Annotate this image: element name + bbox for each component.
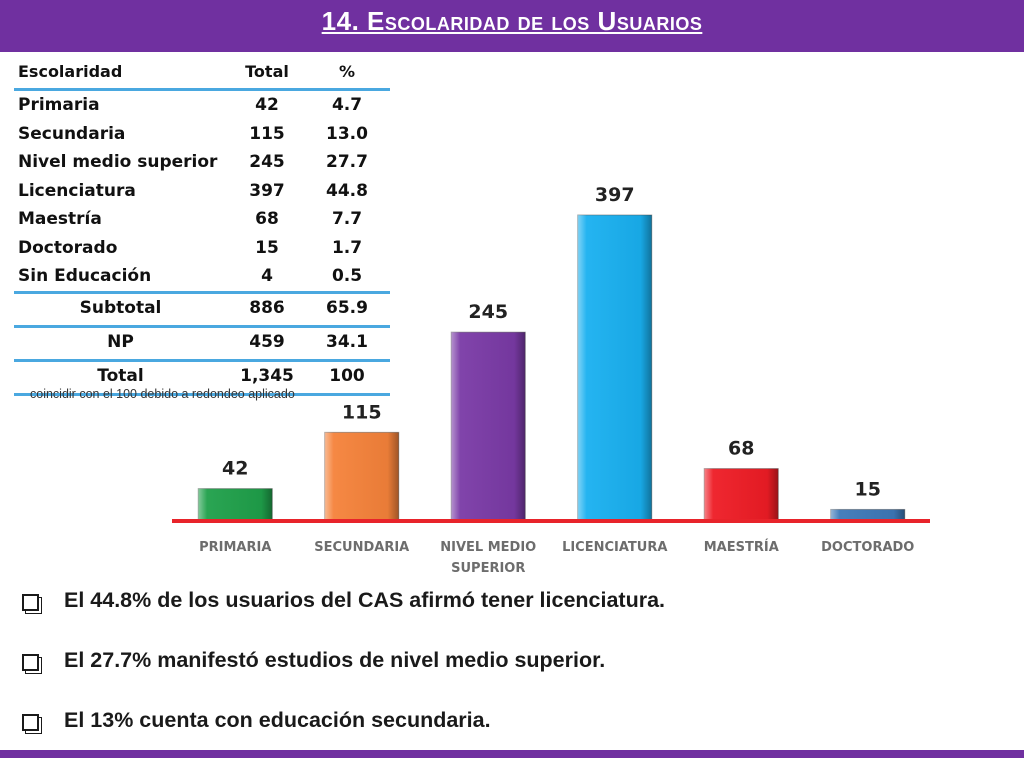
category-label: PRIMARIA bbox=[199, 540, 271, 555]
row-total: 397 bbox=[249, 180, 285, 201]
checkbox-bullet-icon bbox=[22, 714, 39, 731]
table-row: Doctorado 15 1.7 bbox=[14, 234, 390, 263]
category-label: DOCTORADO bbox=[821, 540, 914, 555]
table-row: Sin Educación 4 0.5 bbox=[14, 262, 390, 291]
table-row: Secundaria 115 13.0 bbox=[14, 120, 390, 149]
row-total: 115 bbox=[249, 123, 285, 144]
table-row: Nivel medio superior 245 27.7 bbox=[14, 148, 390, 177]
checkbox-bullet-icon bbox=[22, 654, 39, 671]
page-title: 14. Escolaridad de los Usuarios bbox=[321, 6, 703, 36]
table-row: Primaria 42 4.7 bbox=[14, 91, 390, 120]
row-percent: 0.5 bbox=[331, 266, 363, 286]
data-label: 245 bbox=[468, 301, 508, 323]
row-percent: 100 bbox=[329, 365, 365, 386]
table-header-row: Escolaridad Total % bbox=[14, 58, 390, 91]
row-percent: 1.7 bbox=[331, 237, 363, 258]
row-percent: 27.7 bbox=[326, 152, 368, 172]
row-name: Subtotal bbox=[79, 297, 162, 318]
footer-bar bbox=[0, 750, 1024, 758]
row-percent: 4.7 bbox=[331, 95, 363, 115]
category-label: LICENCIATURA bbox=[562, 540, 667, 555]
row-total: 4 bbox=[261, 266, 273, 286]
data-label: 397 bbox=[595, 184, 635, 206]
data-label: 42 bbox=[222, 458, 248, 480]
bar-maestr-a bbox=[703, 468, 779, 522]
row-name: Nivel medio superior bbox=[18, 152, 218, 172]
table-np-row: NP 459 34.1 bbox=[14, 324, 390, 359]
row-name: Maestría bbox=[18, 209, 102, 229]
bar-nivel-medio-superior bbox=[450, 331, 526, 522]
bar-licenciatura bbox=[577, 214, 653, 522]
list-item: El 44.8% de los usuarios del CAS afirmó … bbox=[22, 588, 1002, 648]
row-percent: 44.8 bbox=[326, 180, 368, 201]
data-label: 68 bbox=[728, 438, 754, 460]
list-item: El 13% cuenta con educación secundaria. bbox=[22, 708, 1002, 768]
header-total: Total bbox=[245, 62, 289, 81]
row-name: Primaria bbox=[18, 95, 100, 115]
row-percent: 7.7 bbox=[331, 209, 363, 229]
row-percent: 65.9 bbox=[326, 297, 368, 318]
row-name: NP bbox=[107, 331, 134, 352]
table-total-row: Total 1,345 100 bbox=[14, 358, 390, 396]
row-percent: 13.0 bbox=[326, 123, 368, 144]
row-total: 42 bbox=[255, 95, 279, 115]
row-name: Sin Educación bbox=[18, 266, 152, 286]
data-label: 15 bbox=[855, 478, 881, 500]
row-total: 68 bbox=[255, 209, 279, 229]
row-total: 245 bbox=[249, 152, 285, 172]
bullet-text: El 27.7% manifestó estudios de nivel med… bbox=[64, 648, 606, 672]
bullet-list: El 44.8% de los usuarios del CAS afirmó … bbox=[22, 588, 1002, 768]
row-total: 1,345 bbox=[240, 365, 294, 386]
row-name: Secundaria bbox=[18, 123, 126, 144]
category-label: NIVEL MEDIO bbox=[440, 540, 536, 555]
row-name: Total bbox=[97, 365, 144, 386]
table-row: Maestría 68 7.7 bbox=[14, 205, 390, 234]
education-table: Escolaridad Total % Primaria 42 4.7 Secu… bbox=[14, 58, 390, 396]
list-item: El 27.7% manifestó estudios de nivel med… bbox=[22, 648, 1002, 708]
category-label: SECUNDARIA bbox=[314, 540, 409, 555]
header-percent: % bbox=[338, 62, 356, 81]
row-total: 15 bbox=[255, 237, 279, 258]
title-banner: 14. Escolaridad de los Usuarios bbox=[0, 0, 1024, 52]
table-subtotal-row: Subtotal 886 65.9 bbox=[14, 290, 390, 325]
table-row: Licenciatura 397 44.8 bbox=[14, 177, 390, 206]
rounding-note: coincidir con el 100 debido a redondeo a… bbox=[30, 387, 295, 401]
bar-primaria bbox=[197, 488, 273, 522]
bullet-text: El 44.8% de los usuarios del CAS afirmó … bbox=[64, 588, 666, 612]
row-percent: 34.1 bbox=[326, 331, 368, 352]
header-escolaridad: Escolaridad bbox=[18, 62, 123, 81]
education-bar-chart: 42 PRIMARIA 115 SECUNDARIA 245 NIVEL MEDIO SUP… bbox=[172, 184, 930, 576]
checkbox-bullet-icon bbox=[22, 594, 39, 611]
bullet-text: El 13% cuenta con educación secundaria. bbox=[64, 708, 491, 732]
row-total: 886 bbox=[249, 297, 285, 318]
data-label: 115 bbox=[342, 401, 382, 423]
row-total: 459 bbox=[249, 331, 285, 352]
category-label: SUPERIOR bbox=[451, 561, 525, 576]
bar-secundaria bbox=[324, 431, 400, 522]
category-label: MAESTRÍA bbox=[704, 539, 779, 555]
row-name: Licenciatura bbox=[18, 180, 136, 201]
row-name: Doctorado bbox=[18, 237, 118, 258]
